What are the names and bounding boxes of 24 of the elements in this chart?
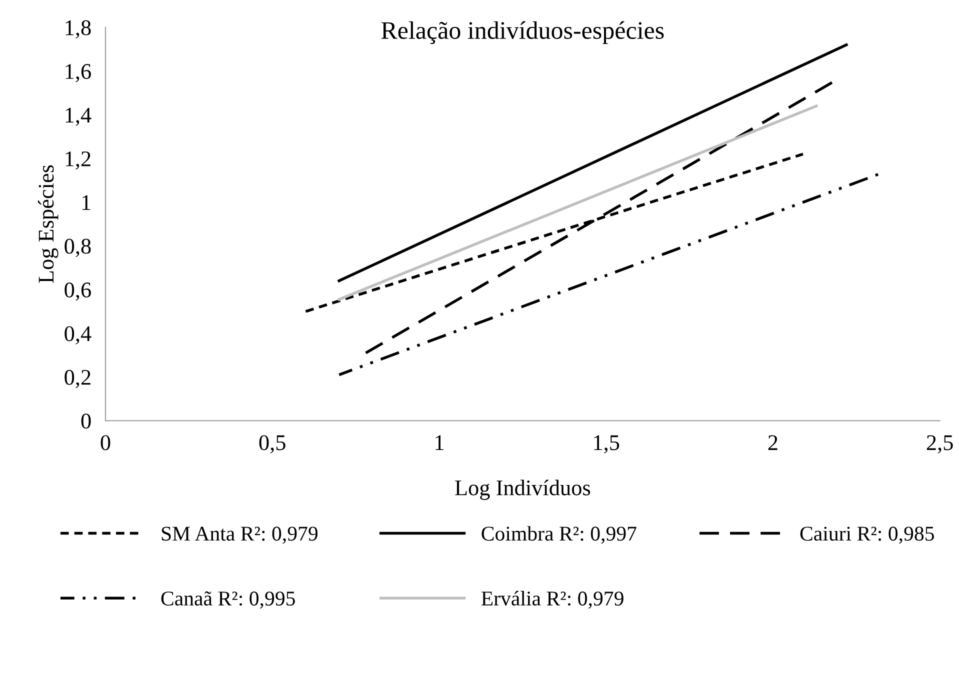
y-tick-label: 0,4: [64, 326, 92, 344]
y-tick-label: 1: [82, 195, 90, 210]
x-tick-label: 2,5: [926, 435, 953, 454]
x-axis-title: Log Indivíduos: [455, 480, 590, 500]
legend-label: Ervália R²: 0,979: [481, 590, 624, 609]
y-tick-label: 1,2: [66, 151, 90, 170]
x-tick-label: 1,5: [594, 435, 620, 454]
x-tick-label: 1: [436, 435, 444, 450]
y-tick-label: 0,2: [64, 370, 90, 388]
legend-label: SM Anta R²: 0,979: [162, 526, 318, 544]
legend-label: Coimbra R²: 0,997: [482, 526, 636, 544]
y-tick-label: 1,8: [66, 20, 91, 38]
y-tick-label: 0,6: [64, 282, 91, 301]
y-tick-label: 0: [81, 414, 91, 429]
chart-title: Relação indivíduos-espécies: [381, 21, 664, 44]
y-tick-label: 1,4: [66, 108, 92, 126]
x-tick-label: 0,5: [259, 435, 286, 454]
y-tick-label: 1,6: [66, 64, 91, 82]
y-tick-label: 0,8: [64, 238, 91, 257]
x-tick-label: 2: [768, 435, 778, 450]
x-tick-label: 0: [100, 435, 110, 450]
y-axis-title: Log Espécies: [38, 165, 58, 283]
legend-label: Canaã R²: 0,995: [161, 591, 295, 609]
legend-label: Caiuri R²: 0,985: [800, 526, 934, 544]
